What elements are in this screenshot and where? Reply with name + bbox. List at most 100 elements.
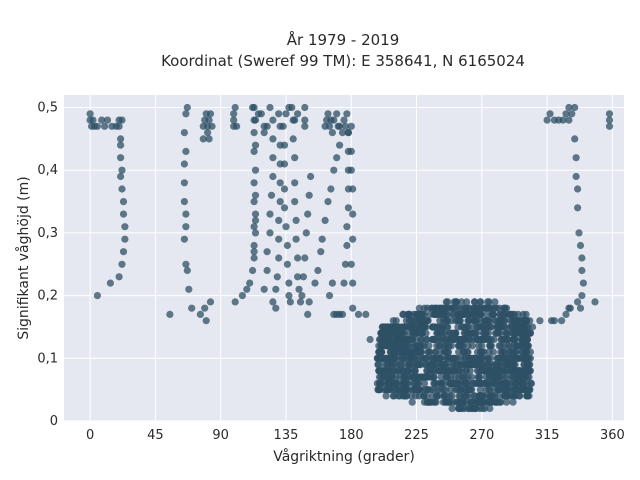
data-point (405, 323, 413, 331)
data-point (250, 223, 258, 231)
data-point (452, 386, 460, 394)
data-point (263, 248, 271, 256)
data-point (291, 179, 299, 187)
data-point (444, 298, 452, 306)
data-point (423, 335, 431, 344)
data-point (250, 179, 258, 187)
data-point (233, 122, 241, 130)
y-tick-label: 0,5 (37, 101, 58, 116)
data-point (508, 373, 516, 381)
data-point (349, 304, 357, 312)
data-point (412, 361, 421, 369)
data-point (429, 323, 437, 331)
data-point (424, 317, 432, 325)
data-point (460, 379, 468, 387)
data-point (483, 310, 491, 318)
data-point (500, 354, 508, 362)
data-point (379, 329, 387, 337)
data-point (301, 254, 309, 262)
data-point (410, 348, 418, 356)
data-point (402, 317, 410, 325)
data-point (378, 342, 386, 350)
data-point (377, 367, 385, 375)
data-point (474, 310, 482, 318)
data-point (379, 335, 387, 344)
data-point (546, 110, 554, 118)
data-point (86, 110, 94, 118)
data-point (347, 166, 355, 174)
data-point (279, 122, 287, 130)
data-point (117, 135, 125, 143)
data-point (305, 298, 313, 306)
data-point (568, 110, 576, 118)
data-point (250, 254, 258, 262)
data-point (489, 348, 497, 356)
data-point (382, 392, 390, 400)
data-point (571, 135, 579, 143)
data-point (578, 292, 586, 300)
data-point (93, 122, 101, 130)
data-point (498, 310, 506, 318)
data-point (505, 386, 513, 394)
data-point (491, 392, 499, 400)
data-point (455, 317, 463, 325)
data-point (571, 103, 579, 112)
data-point (263, 122, 271, 130)
data-point (269, 298, 277, 306)
data-point (272, 304, 280, 312)
data-point (275, 254, 283, 262)
data-point (559, 116, 567, 124)
data-point (452, 329, 460, 337)
data-point (464, 317, 472, 325)
data-point (402, 348, 410, 356)
data-point (510, 335, 518, 344)
data-point (423, 373, 431, 381)
data-point (343, 223, 351, 231)
data-point (468, 373, 476, 381)
data-point (272, 285, 280, 293)
data-point (396, 373, 404, 381)
data-point (448, 304, 456, 312)
data-point (393, 342, 401, 350)
data-point (426, 367, 434, 375)
data-point (347, 122, 355, 130)
data-point (412, 392, 420, 400)
data-point (439, 304, 447, 312)
data-point (475, 373, 483, 381)
data-point (427, 386, 435, 394)
data-point (182, 260, 190, 268)
data-point (470, 392, 478, 400)
data-point (325, 292, 334, 300)
data-point (521, 386, 529, 394)
data-point (605, 122, 614, 130)
data-point (98, 116, 106, 124)
data-point (447, 373, 455, 381)
data-point (385, 373, 393, 381)
data-point (349, 210, 357, 218)
data-point (456, 342, 464, 350)
data-point (106, 279, 114, 287)
data-point (489, 367, 497, 375)
data-point (404, 310, 412, 318)
data-point (376, 354, 384, 362)
data-point (579, 279, 588, 287)
data-point (504, 342, 512, 350)
data-point (285, 103, 293, 112)
y-axis-ticks: 0 0,1 0,2 0,3 0,4 0,5 (37, 101, 58, 429)
data-point (425, 361, 433, 369)
data-point (493, 398, 501, 406)
data-point (493, 354, 501, 362)
data-point (417, 348, 425, 356)
data-point (565, 103, 573, 112)
data-point (431, 348, 439, 356)
data-point (205, 116, 213, 124)
data-point (338, 129, 347, 137)
data-point (547, 317, 556, 325)
data-point (188, 304, 196, 312)
data-point (402, 392, 410, 400)
data-point (391, 354, 399, 362)
data-point (251, 166, 260, 174)
data-point (509, 310, 517, 318)
data-point (409, 335, 417, 344)
data-point (250, 248, 258, 256)
